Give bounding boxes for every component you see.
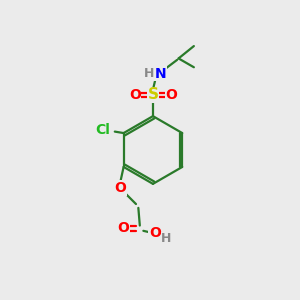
Text: S: S: [147, 87, 158, 102]
Text: H: H: [144, 67, 154, 80]
Text: O: O: [114, 181, 126, 195]
Text: N: N: [154, 67, 166, 81]
Text: Cl: Cl: [95, 122, 110, 136]
Text: O: O: [129, 88, 141, 102]
Text: H: H: [161, 232, 172, 245]
Text: O: O: [165, 88, 177, 102]
Text: O: O: [149, 226, 161, 241]
Text: O: O: [118, 221, 130, 236]
